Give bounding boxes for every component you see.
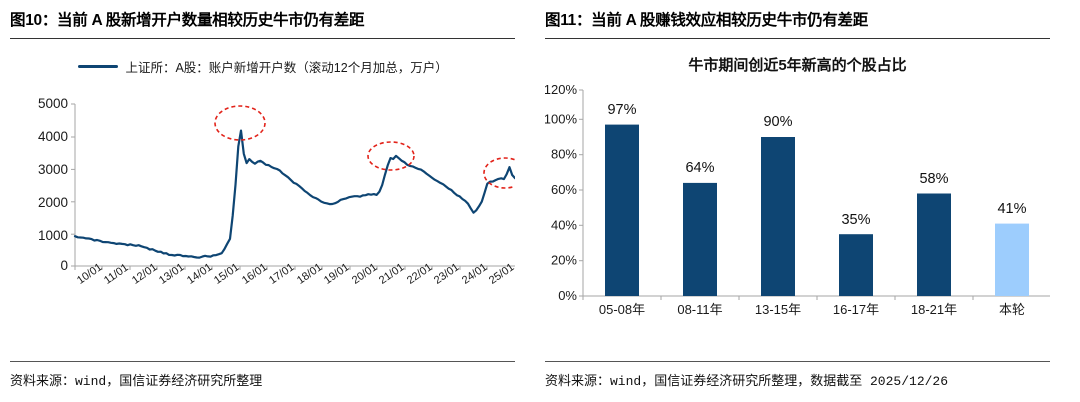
svg-text:41%: 41% (997, 201, 1026, 217)
svg-text:100%: 100% (545, 111, 577, 126)
svg-text:35%: 35% (841, 212, 870, 228)
svg-text:3000: 3000 (38, 162, 68, 177)
svg-text:58%: 58% (919, 171, 948, 187)
svg-text:97%: 97% (607, 102, 636, 118)
svg-text:4000: 4000 (38, 129, 68, 144)
svg-text:60%: 60% (551, 182, 577, 197)
svg-text:40%: 40% (551, 217, 577, 232)
svg-text:120%: 120% (545, 84, 577, 97)
svg-text:5000: 5000 (38, 96, 68, 111)
svg-text:2000: 2000 (38, 195, 68, 210)
svg-text:0: 0 (60, 258, 68, 273)
svg-text:20%: 20% (551, 253, 577, 268)
svg-text:64%: 64% (685, 160, 714, 176)
svg-text:90%: 90% (763, 114, 792, 130)
svg-text:80%: 80% (551, 147, 577, 162)
svg-text:1000: 1000 (38, 228, 68, 243)
